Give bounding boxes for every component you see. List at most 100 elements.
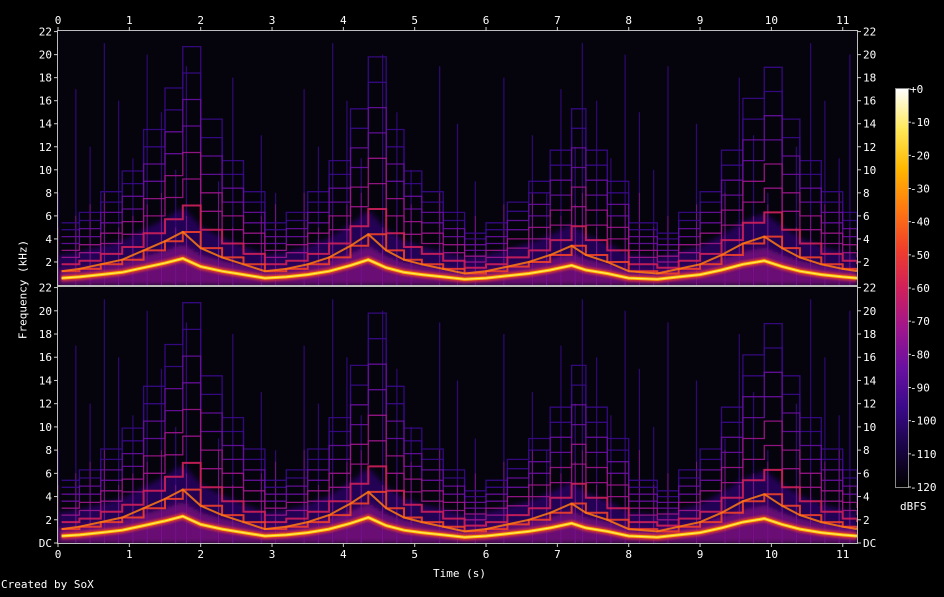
y-tick-label-left: 6 [45, 467, 52, 480]
y-tick-label-left: 20 [39, 49, 52, 62]
y-tick-label-right: 6 [863, 210, 870, 223]
x-tick-label-top: 8 [625, 14, 632, 27]
y-tick-label-left: 8 [45, 187, 52, 200]
x-tick-label-bottom: 0 [55, 548, 62, 561]
y-tick-label-left: DC [39, 537, 52, 550]
x-tick-label-bottom: 7 [554, 548, 561, 561]
x-tick-label-top: 7 [554, 14, 561, 27]
harmonic-2 [61, 231, 857, 275]
colorbar-tick-label: -50 [910, 249, 930, 262]
colorbar-tick-label: -30 [910, 183, 930, 196]
x-tick-label-bottom: 8 [625, 548, 632, 561]
y-tick-label-right: 16 [863, 351, 876, 364]
y-tick-label-left: 2 [45, 256, 52, 269]
x-tick-label-bottom: 9 [697, 548, 704, 561]
y-tick-label-left: 4 [45, 491, 52, 504]
panel-frame [57, 286, 858, 544]
y-tick-label-right: 20 [863, 49, 876, 62]
x-tick-label-top: 9 [697, 14, 704, 27]
colorbar-tick-label: -90 [910, 382, 930, 395]
credit-text: Created by SoX [1, 578, 94, 591]
y-tick-label-left: 12 [39, 398, 52, 411]
y-tick-label-left: 20 [39, 305, 52, 318]
y-tick-label-right: 18 [863, 72, 876, 85]
second-harmonic-bright [61, 230, 857, 275]
y-tick-label-right: 4 [863, 233, 870, 246]
y-tick-label-right: DC [863, 537, 876, 550]
y-tick-label-left: 10 [39, 421, 52, 434]
fundamental-core [61, 257, 857, 280]
y-tick-label-right: 2 [863, 514, 870, 527]
y-tick-label-left: 22 [39, 282, 52, 295]
y-tick-label-right: 8 [863, 444, 870, 457]
x-tick-label-top: 0 [55, 14, 62, 27]
x-tick-label-bottom: 10 [765, 548, 778, 561]
x-tick-label-bottom: 11 [836, 548, 849, 561]
colorbar-tick-label: +0 [910, 83, 923, 96]
y-tick-label-right: 10 [863, 164, 876, 177]
harmonics [61, 302, 857, 541]
y-tick-label-left: 2 [45, 514, 52, 527]
spectrogram-body [58, 43, 857, 285]
y-tick-label-right: 8 [863, 187, 870, 200]
y-tick-label-left: 22 [39, 26, 52, 39]
harmonics [61, 45, 857, 283]
x-axis-label: Time (s) [433, 567, 486, 580]
colorbar-tick-label: -70 [910, 315, 930, 328]
y-axis-label: Frequency (kHz) [16, 239, 30, 340]
fundamental-core [61, 515, 857, 538]
colorbar-unit-label: dBFS [900, 500, 927, 513]
x-tick-label-bottom: 3 [269, 548, 276, 561]
x-tick-label-top: 1 [126, 14, 133, 27]
x-tick-label-top: 10 [765, 14, 778, 27]
x-tick-label-bottom: 6 [483, 548, 490, 561]
spectrogram-panel-channel-2 [57, 286, 858, 544]
x-tick-label-top: 4 [340, 14, 347, 27]
colorbar: +0 -10 -20 -30 -40 -50 -60 -70 -80 -90 -100 -110 -12… [895, 83, 937, 494]
y-tick-label-right: 4 [863, 491, 870, 504]
x-tick-label-top: 3 [269, 14, 276, 27]
colorbar-tick-label: -60 [910, 282, 930, 295]
x-tick-label-top: 11 [836, 14, 849, 27]
x-tick-label-bottom: 1 [126, 548, 133, 561]
y-tick-label-right: 16 [863, 95, 876, 108]
x-tick-label-bottom: 4 [340, 548, 347, 561]
colorbar-gradient [896, 89, 908, 487]
x-tick-label-top: 2 [197, 14, 204, 27]
y-tick-label-left: 18 [39, 328, 52, 341]
colorbar-tick-label: -110 [910, 448, 937, 461]
y-tick-label-left: 4 [45, 233, 52, 246]
y-tick-label-right: 14 [863, 374, 877, 387]
y-tick-label-right: 12 [863, 141, 876, 154]
second-harmonic-bright [61, 488, 857, 533]
spectrogram-panels [57, 30, 858, 544]
x-tick-label-bottom: 2 [197, 548, 204, 561]
colorbar-tick-label: -10 [910, 116, 930, 129]
y-tick-label-right: 14 [863, 118, 877, 131]
y-tick-label-right: 22 [863, 282, 876, 295]
y-tick-label-left: 18 [39, 72, 52, 85]
harmonic-2 [61, 488, 857, 533]
y-tick-label-left: 14 [39, 118, 53, 131]
y-tick-label-right: 10 [863, 421, 876, 434]
y-tick-label-right: 18 [863, 328, 876, 341]
x-tick-label-top: 6 [483, 14, 490, 27]
y-tick-label-left: 16 [39, 351, 52, 364]
harmonic-3 [61, 204, 857, 269]
y-tick-label-right: 12 [863, 398, 876, 411]
y-tick-label-right: 22 [863, 26, 876, 39]
y-tick-label-left: 14 [39, 374, 53, 387]
panel-frame [57, 30, 858, 286]
x-tick-label-top: 5 [411, 14, 418, 27]
harmonic-3 [61, 461, 857, 527]
colorbar-tick-label: -80 [910, 348, 930, 361]
y-tick-label-right: 6 [863, 467, 870, 480]
colorbar-tick-label: -100 [910, 415, 937, 428]
x-tick-label-bottom: 5 [411, 548, 418, 561]
y-tick-label-right: 2 [863, 256, 870, 269]
spectrogram-panel-channel-1 [57, 30, 858, 286]
y-tick-label-left: 10 [39, 164, 52, 177]
